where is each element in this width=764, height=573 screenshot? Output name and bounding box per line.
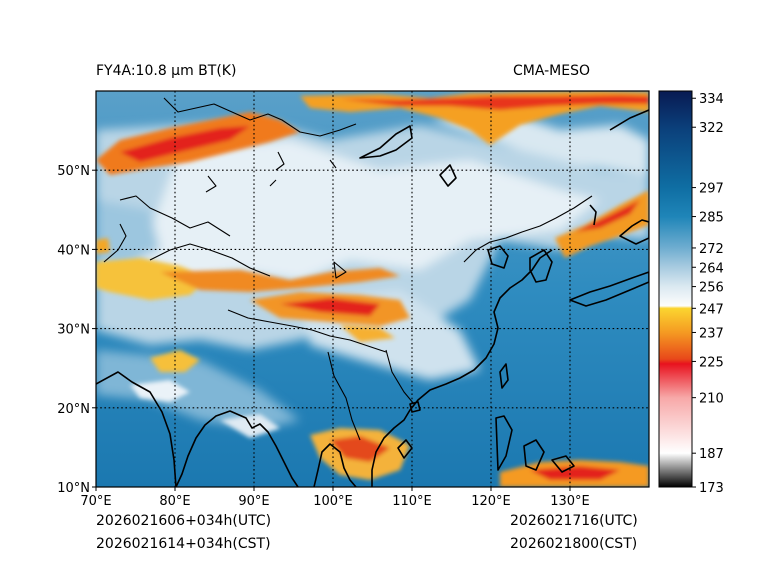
colorbar-tick-label: 247 [699, 302, 724, 317]
coastlines [96, 109, 649, 487]
colorbar-tick-label: 334 [699, 92, 724, 107]
lon-tick-label: 90°E [238, 494, 269, 509]
inland-borders [103, 97, 593, 441]
colorbar: 173 187 210 225 237 247 256 264 272 285 297 322 334 [658, 90, 724, 496]
map-frame [95, 90, 650, 488]
colorbar-tick-label: 187 [699, 447, 724, 462]
colorbar-tick-label: 225 [699, 355, 724, 370]
footer-init-utc: 2026021606+034h(UTC) [96, 513, 272, 529]
lon-tick-label: 110°E [392, 494, 432, 509]
colorbar-tick-label: 173 [699, 481, 724, 496]
lat-tick-label: 10°N [57, 481, 90, 496]
lon-tick-label: 120°E [471, 494, 511, 509]
colorbar-tick-label: 297 [699, 182, 724, 197]
lon-tick-label: 130°E [550, 494, 590, 509]
lon-tick-label: 100°E [313, 494, 353, 509]
colorbar-tick-label: 285 [699, 211, 724, 226]
axis-ticks: 70°E 80°E 90°E 100°E 110°E 120°E 130°E 10°N 20°N… [57, 164, 590, 509]
lat-tick-label: 30°N [57, 323, 90, 338]
lat-tick-label: 20°N [57, 402, 90, 417]
lat-tick-label: 50°N [57, 164, 90, 179]
right-title: CMA-MESO [513, 63, 591, 79]
footer-valid-cst: 2026021800(CST) [510, 536, 638, 552]
colorbar-ticks: 173 187 210 225 237 247 256 264 272 285 297 322 334 [692, 92, 724, 496]
left-title: FY4A:10.8 μm BT(K) [96, 63, 237, 79]
colorbar-tick-label: 272 [699, 242, 724, 257]
colorbar-tick-label: 322 [699, 121, 724, 136]
colorbar-tick-label: 264 [699, 261, 724, 276]
lon-tick-label: 80°E [159, 494, 190, 509]
lat-tick-label: 40°N [57, 243, 90, 258]
colorbar-tick-label: 237 [699, 326, 724, 341]
graticule [96, 91, 649, 487]
bt-field [96, 91, 649, 487]
footer-valid-utc: 2026021716(UTC) [510, 513, 638, 529]
cool-land-regions [96, 110, 649, 430]
colorbar-tick-label: 210 [699, 392, 724, 407]
lon-tick-label: 70°E [80, 494, 111, 509]
colorbar-ramp [658, 90, 693, 488]
colorbar-tick-label: 256 [699, 281, 724, 296]
footer-init-cst: 2026021614+034h(CST) [96, 536, 271, 552]
